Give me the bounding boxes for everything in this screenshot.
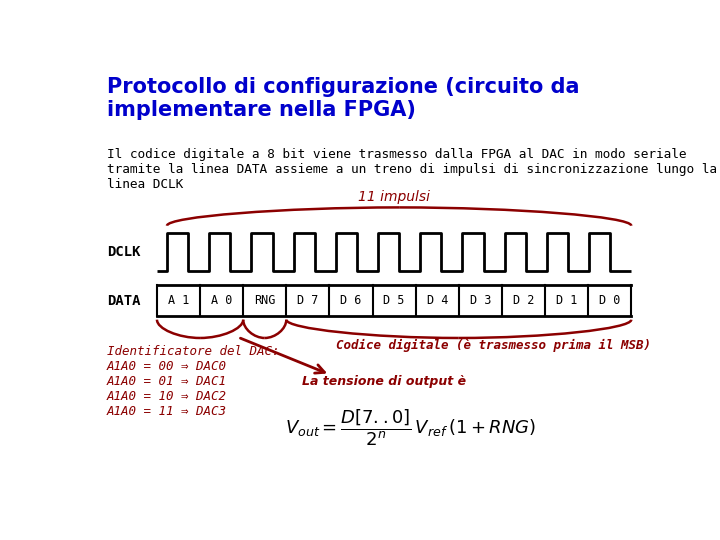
Text: D 0: D 0 bbox=[599, 294, 621, 307]
Text: La tensione di output è: La tensione di output è bbox=[302, 375, 466, 388]
Text: A 0: A 0 bbox=[211, 294, 233, 307]
Text: D 2: D 2 bbox=[513, 294, 534, 307]
Text: Codice digitale (è trasmesso prima il MSB): Codice digitale (è trasmesso prima il MS… bbox=[336, 339, 651, 352]
Text: Protocollo di configurazione (circuito da
implementare nella FPGA): Protocollo di configurazione (circuito d… bbox=[107, 77, 579, 120]
Text: Identificatore del DAC:
A1A0 = 00 ⇒ DAC0
A1A0 = 01 ⇒ DAC1
A1A0 = 10 ⇒ DAC2
A1A0 : Identificatore del DAC: A1A0 = 00 ⇒ DAC0… bbox=[107, 346, 279, 418]
Text: 11 impulsi: 11 impulsi bbox=[358, 190, 430, 204]
Text: D 4: D 4 bbox=[426, 294, 448, 307]
Text: DATA: DATA bbox=[107, 294, 140, 308]
Text: D 1: D 1 bbox=[556, 294, 577, 307]
Text: RNG: RNG bbox=[254, 294, 276, 307]
Text: $V_{out} = \dfrac{D[7..0]}{2^n}\,V_{ref}\,(1 + RNG)$: $V_{out} = \dfrac{D[7..0]}{2^n}\,V_{ref}… bbox=[285, 408, 536, 449]
Text: Il codice digitale a 8 bit viene trasmesso dalla FPGA al DAC in modo seriale
tra: Il codice digitale a 8 bit viene trasmes… bbox=[107, 148, 716, 191]
Text: DCLK: DCLK bbox=[107, 245, 140, 259]
Text: D 6: D 6 bbox=[341, 294, 361, 307]
Text: A 1: A 1 bbox=[168, 294, 189, 307]
Text: D 5: D 5 bbox=[384, 294, 405, 307]
Text: D 7: D 7 bbox=[297, 294, 318, 307]
Text: D 3: D 3 bbox=[469, 294, 491, 307]
